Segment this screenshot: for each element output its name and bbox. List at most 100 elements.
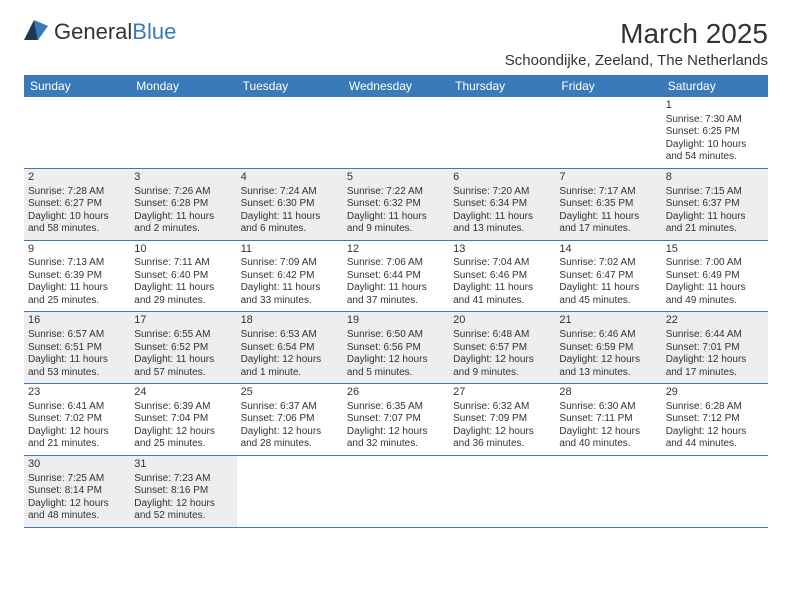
daylight-line: Daylight: 10 hours and 54 minutes.: [666, 139, 764, 164]
logo-text-a: General: [54, 19, 132, 44]
sunset-line: Sunset: 6:44 PM: [347, 270, 445, 283]
day-number: 4: [241, 171, 339, 185]
day-number: 26: [347, 386, 445, 400]
calendar-cell: 19Sunrise: 6:50 AMSunset: 6:56 PMDayligh…: [343, 312, 449, 384]
calendar-cell: 11Sunrise: 7:09 AMSunset: 6:42 PMDayligh…: [237, 240, 343, 312]
day-number: 23: [28, 386, 126, 400]
day-header: Tuesday: [237, 75, 343, 97]
calendar-cell: 27Sunrise: 6:32 AMSunset: 7:09 PMDayligh…: [449, 384, 555, 456]
daylight-line: Daylight: 11 hours and 45 minutes.: [559, 282, 657, 307]
sunset-line: Sunset: 6:57 PM: [453, 342, 551, 355]
daylight-line: Daylight: 11 hours and 29 minutes.: [134, 282, 232, 307]
calendar-cell: 21Sunrise: 6:46 AMSunset: 6:59 PMDayligh…: [555, 312, 661, 384]
daylight-line: Daylight: 11 hours and 17 minutes.: [559, 211, 657, 236]
sunset-line: Sunset: 6:25 PM: [666, 126, 764, 139]
calendar-cell: 7Sunrise: 7:17 AMSunset: 6:35 PMDaylight…: [555, 168, 661, 240]
calendar-cell: [237, 455, 343, 527]
sunset-line: Sunset: 6:30 PM: [241, 198, 339, 211]
calendar-cell: 13Sunrise: 7:04 AMSunset: 6:46 PMDayligh…: [449, 240, 555, 312]
daylight-line: Daylight: 11 hours and 57 minutes.: [134, 354, 232, 379]
calendar-cell: 12Sunrise: 7:06 AMSunset: 6:44 PMDayligh…: [343, 240, 449, 312]
calendar-cell: 4Sunrise: 7:24 AMSunset: 6:30 PMDaylight…: [237, 168, 343, 240]
day-number: 9: [28, 243, 126, 257]
calendar-cell: 9Sunrise: 7:13 AMSunset: 6:39 PMDaylight…: [24, 240, 130, 312]
calendar-cell: 26Sunrise: 6:35 AMSunset: 7:07 PMDayligh…: [343, 384, 449, 456]
daylight-line: Daylight: 11 hours and 41 minutes.: [453, 282, 551, 307]
daylight-line: Daylight: 11 hours and 33 minutes.: [241, 282, 339, 307]
sunrise-line: Sunrise: 7:20 AM: [453, 186, 551, 199]
day-number: 1: [666, 99, 764, 113]
daylight-line: Daylight: 11 hours and 25 minutes.: [28, 282, 126, 307]
logo-text-b: Blue: [132, 19, 176, 44]
calendar-cell: 3Sunrise: 7:26 AMSunset: 6:28 PMDaylight…: [130, 168, 236, 240]
day-number: 10: [134, 243, 232, 257]
sunrise-line: Sunrise: 7:25 AM: [28, 473, 126, 486]
day-header: Wednesday: [343, 75, 449, 97]
sunset-line: Sunset: 6:52 PM: [134, 342, 232, 355]
sunset-line: Sunset: 6:27 PM: [28, 198, 126, 211]
day-number: 25: [241, 386, 339, 400]
day-number: 19: [347, 314, 445, 328]
calendar-body: 1Sunrise: 7:30 AMSunset: 6:25 PMDaylight…: [24, 97, 768, 527]
calendar: SundayMondayTuesdayWednesdayThursdayFrid…: [24, 75, 768, 528]
sunset-line: Sunset: 6:39 PM: [28, 270, 126, 283]
day-number: 22: [666, 314, 764, 328]
day-header: Thursday: [449, 75, 555, 97]
sunrise-line: Sunrise: 6:48 AM: [453, 329, 551, 342]
calendar-row: 2Sunrise: 7:28 AMSunset: 6:27 PMDaylight…: [24, 168, 768, 240]
day-number: 29: [666, 386, 764, 400]
logo: GeneralBlue: [24, 18, 176, 45]
header: GeneralBlue March 2025 Schoondijke, Zeel…: [24, 18, 768, 69]
calendar-cell: 25Sunrise: 6:37 AMSunset: 7:06 PMDayligh…: [237, 384, 343, 456]
daylight-line: Daylight: 10 hours and 58 minutes.: [28, 211, 126, 236]
sunrise-line: Sunrise: 7:28 AM: [28, 186, 126, 199]
sunset-line: Sunset: 7:09 PM: [453, 413, 551, 426]
day-number: 14: [559, 243, 657, 257]
sunset-line: Sunset: 7:12 PM: [666, 413, 764, 426]
calendar-cell: [24, 97, 130, 168]
daylight-line: Daylight: 12 hours and 32 minutes.: [347, 426, 445, 451]
daylight-line: Daylight: 11 hours and 49 minutes.: [666, 282, 764, 307]
sunrise-line: Sunrise: 7:26 AM: [134, 186, 232, 199]
sunrise-line: Sunrise: 7:23 AM: [134, 473, 232, 486]
day-number: 24: [134, 386, 232, 400]
sunrise-line: Sunrise: 7:06 AM: [347, 257, 445, 270]
daylight-line: Daylight: 11 hours and 9 minutes.: [347, 211, 445, 236]
day-number: 30: [28, 458, 126, 472]
calendar-cell: 15Sunrise: 7:00 AMSunset: 6:49 PMDayligh…: [662, 240, 768, 312]
day-number: 3: [134, 171, 232, 185]
daylight-line: Daylight: 12 hours and 13 minutes.: [559, 354, 657, 379]
sunset-line: Sunset: 6:37 PM: [666, 198, 764, 211]
sunset-line: Sunset: 6:59 PM: [559, 342, 657, 355]
day-number: 13: [453, 243, 551, 257]
day-number: 7: [559, 171, 657, 185]
sunrise-line: Sunrise: 6:35 AM: [347, 401, 445, 414]
daylight-line: Daylight: 11 hours and 6 minutes.: [241, 211, 339, 236]
sunrise-line: Sunrise: 6:32 AM: [453, 401, 551, 414]
sunset-line: Sunset: 6:42 PM: [241, 270, 339, 283]
day-number: 5: [347, 171, 445, 185]
daylight-line: Daylight: 12 hours and 48 minutes.: [28, 498, 126, 523]
sunrise-line: Sunrise: 6:39 AM: [134, 401, 232, 414]
calendar-cell: 16Sunrise: 6:57 AMSunset: 6:51 PMDayligh…: [24, 312, 130, 384]
sunrise-line: Sunrise: 7:11 AM: [134, 257, 232, 270]
day-number: 17: [134, 314, 232, 328]
calendar-cell: 29Sunrise: 6:28 AMSunset: 7:12 PMDayligh…: [662, 384, 768, 456]
daylight-line: Daylight: 11 hours and 2 minutes.: [134, 211, 232, 236]
sunset-line: Sunset: 7:06 PM: [241, 413, 339, 426]
day-number: 11: [241, 243, 339, 257]
daylight-line: Daylight: 12 hours and 52 minutes.: [134, 498, 232, 523]
daylight-line: Daylight: 12 hours and 36 minutes.: [453, 426, 551, 451]
day-header: Saturday: [662, 75, 768, 97]
daylight-line: Daylight: 12 hours and 40 minutes.: [559, 426, 657, 451]
sunrise-line: Sunrise: 7:09 AM: [241, 257, 339, 270]
sunset-line: Sunset: 7:07 PM: [347, 413, 445, 426]
sunrise-line: Sunrise: 7:13 AM: [28, 257, 126, 270]
calendar-cell: 1Sunrise: 7:30 AMSunset: 6:25 PMDaylight…: [662, 97, 768, 168]
sunset-line: Sunset: 6:56 PM: [347, 342, 445, 355]
sunrise-line: Sunrise: 6:30 AM: [559, 401, 657, 414]
day-header: Friday: [555, 75, 661, 97]
sunset-line: Sunset: 8:14 PM: [28, 485, 126, 498]
title-block: March 2025 Schoondijke, Zeeland, The Net…: [505, 18, 768, 69]
day-number: 18: [241, 314, 339, 328]
